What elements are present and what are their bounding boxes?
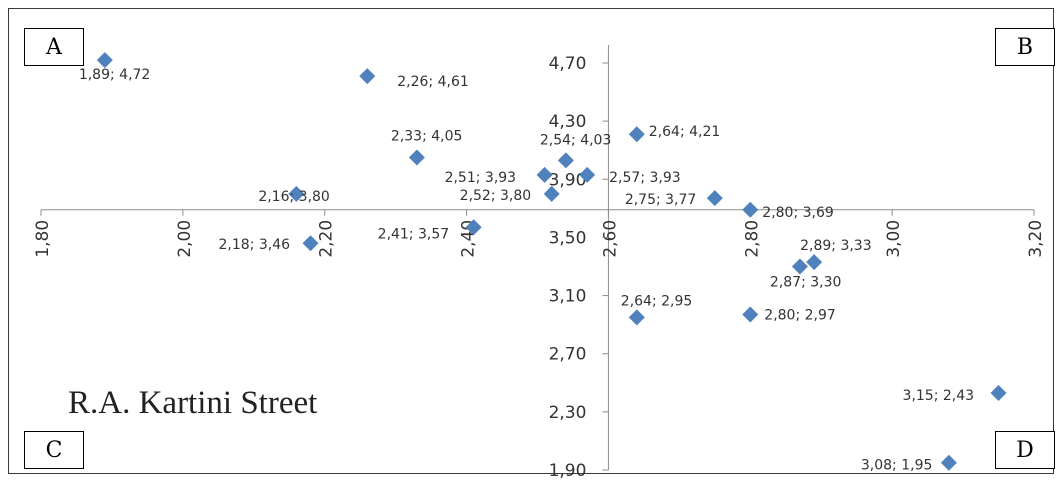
data-label: 2,80; 2,97 bbox=[764, 307, 836, 323]
x-tick-label: 2,80 bbox=[742, 220, 762, 258]
data-point bbox=[628, 309, 645, 326]
data-label: 2,51; 3,93 bbox=[445, 170, 517, 186]
data-label: 2,75; 3,77 bbox=[625, 192, 697, 208]
data-label: 2,18; 3,46 bbox=[219, 237, 291, 253]
data-label: 2,80; 3,69 bbox=[762, 205, 834, 221]
y-tick-label: 4,70 bbox=[549, 54, 587, 74]
data-point bbox=[628, 126, 645, 143]
x-tick-label: 2,60 bbox=[600, 220, 620, 258]
data-label: 2,64; 4,21 bbox=[649, 124, 721, 140]
data-point bbox=[990, 384, 1007, 401]
data-label: 3,08; 1,95 bbox=[861, 458, 933, 474]
data-label: 2,52; 3,80 bbox=[460, 188, 532, 204]
chart-frame bbox=[8, 8, 1054, 474]
data-label: 2,57; 3,93 bbox=[609, 170, 681, 186]
data-label: 2,33; 4,05 bbox=[391, 128, 463, 144]
quadrant-label-c: C bbox=[24, 431, 84, 469]
x-tick-label: 2,20 bbox=[317, 220, 337, 258]
y-tick-label: 2,70 bbox=[549, 345, 587, 365]
data-label: 2,87; 3,30 bbox=[770, 275, 842, 291]
data-point bbox=[806, 254, 823, 271]
data-point bbox=[536, 166, 553, 183]
data-label: 2,41; 3,57 bbox=[378, 226, 450, 242]
data-label: 2,26; 4,61 bbox=[397, 74, 469, 90]
data-point bbox=[579, 166, 596, 183]
quadrant-label-d: D bbox=[995, 431, 1055, 469]
data-label: 2,16; 3,80 bbox=[258, 189, 330, 205]
data-point bbox=[543, 185, 560, 202]
data-point bbox=[302, 235, 319, 252]
data-label: 2,54; 4,03 bbox=[540, 132, 612, 148]
data-label: 1,89; 4,72 bbox=[79, 67, 151, 83]
quadrant-label-a: A bbox=[24, 28, 84, 66]
x-tick-label: 2,00 bbox=[175, 220, 195, 258]
quadrant-label-b: B bbox=[995, 28, 1055, 66]
data-point bbox=[742, 201, 759, 218]
y-tick-label: 3,50 bbox=[549, 228, 587, 248]
x-tick-label: 3,20 bbox=[1026, 220, 1046, 258]
y-tick-label: 3,90 bbox=[549, 170, 587, 190]
data-point bbox=[96, 52, 113, 69]
y-tick-label: 2,30 bbox=[549, 403, 587, 423]
data-point bbox=[288, 185, 305, 202]
y-tick-label: 1,90 bbox=[549, 461, 587, 481]
y-tick-label: 4,30 bbox=[549, 112, 587, 132]
y-tick-label: 3,10 bbox=[549, 287, 587, 307]
data-label: 2,64; 2,95 bbox=[621, 293, 693, 309]
data-point bbox=[465, 219, 482, 236]
data-label: 2,89; 3,33 bbox=[800, 238, 872, 254]
data-point bbox=[706, 190, 723, 207]
data-point bbox=[940, 454, 957, 471]
data-point bbox=[557, 152, 574, 169]
x-tick-label: 1,80 bbox=[33, 220, 53, 258]
data-point bbox=[359, 68, 376, 85]
data-point bbox=[408, 149, 425, 166]
data-point bbox=[791, 258, 808, 275]
street-label: R.A. Kartini Street bbox=[68, 385, 318, 421]
data-label: 3,15; 2,43 bbox=[903, 388, 975, 404]
x-tick-label: 3,00 bbox=[884, 220, 904, 258]
data-point bbox=[742, 306, 759, 323]
